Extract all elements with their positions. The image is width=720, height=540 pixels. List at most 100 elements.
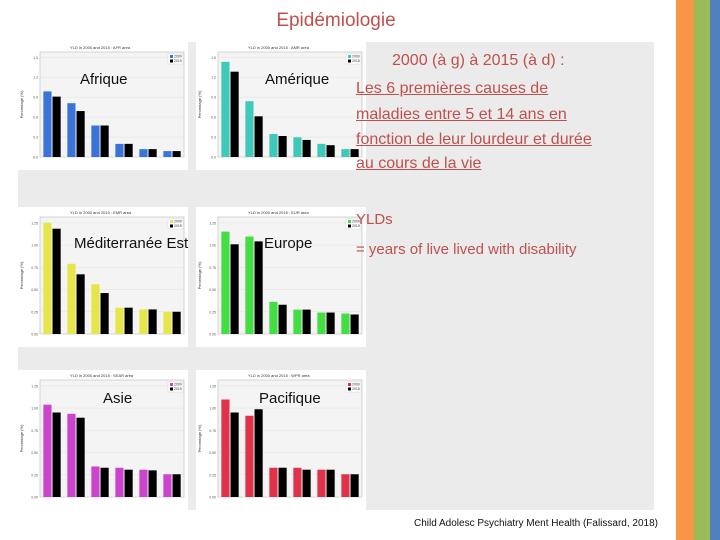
bar [326,312,335,334]
y-tick-label: 0.0 [33,156,38,160]
bar [115,307,124,334]
bar [163,474,172,497]
legend-box [345,381,362,393]
y-tick-label: 1.5 [211,56,216,60]
y-tick-label: 0.50 [209,288,216,292]
description-line-3: fonction de leur lourdeur et durée [356,131,592,148]
y-tick-label: 1.25 [31,221,38,225]
legend-box [167,218,184,230]
bar [67,413,76,497]
bar [172,151,181,157]
plot-area [217,51,363,158]
bar [221,399,230,497]
bar [245,101,254,157]
bar [350,314,359,334]
bar [148,149,157,157]
legend-box [167,381,184,393]
bar [341,149,350,157]
legend-label: 2000 [174,220,182,224]
y-tick-label: 1.2 [33,76,38,80]
bar [100,125,109,157]
y-axis-label: Percentage (%) [19,424,24,452]
y-tick-label: 0.3 [33,136,38,140]
chart-mediterranee-est: YLD in 2000 and 2015 : EMR area Percentag… [18,207,188,347]
bar [245,415,254,497]
chart-amerique: YLD in 2000 and 2015 : AMR area Percentag… [196,42,366,170]
bar [124,469,133,497]
bar [148,309,157,334]
bar [163,151,172,157]
bar [91,125,100,157]
legend-swatch [348,224,351,228]
y-tick-label: 0.50 [31,288,38,292]
bar [302,309,311,334]
bar [245,236,254,334]
bar [52,96,61,157]
bar [139,469,148,497]
chart-title: YLD in 2000 and 2015 : AFR area [70,45,131,50]
bar [115,143,124,157]
bar [91,284,100,334]
bar [76,274,85,334]
bar [350,149,359,157]
chart-title: YLD in 2000 and 2015 : EUR area [248,210,309,215]
y-tick-label: 1.00 [209,244,216,248]
bar [163,311,172,334]
period-heading: 2000 (à g) à 2015 (à d) : [392,52,565,69]
bar [124,143,133,157]
y-tick-label: 0.9 [33,96,38,100]
y-tick-label: 0.50 [31,451,38,455]
y-tick-label: 0.25 [209,310,216,314]
bar [43,404,52,497]
legend-label: 2015 [174,224,182,228]
legend-swatch [170,224,173,228]
citation: Child Adolesc Psychiatry Ment Health (Fa… [414,518,658,529]
bar [302,469,311,497]
yld-title: YLDs [356,211,393,228]
bar [326,469,335,497]
bar [230,412,239,497]
bar [326,145,335,157]
y-axis-label: Percentage (%) [197,424,202,452]
chart-title: YLD in 2000 and 2015 : WPR area [248,373,310,378]
bar [293,467,302,497]
description-line-4: au cours de la vie [356,155,482,172]
region-label-mediterranee-est: Méditerranée Est [74,235,189,252]
y-tick-label: 0.75 [31,266,38,270]
bar [302,139,311,157]
y-tick-label: 0.00 [209,333,216,337]
legend-label: 2015 [352,387,360,391]
bar [254,241,263,334]
y-tick-label: 0.75 [209,429,216,433]
bar [278,467,287,497]
y-tick-label: 0.00 [31,496,38,500]
legend-swatch [348,220,351,223]
y-tick-label: 0.6 [33,116,38,120]
y-tick-label: 0.00 [31,333,38,337]
chart-asie: YLD in 2000 and 2015 : SEAR area Percenta… [18,370,188,510]
bar [341,474,350,497]
bar [91,466,100,497]
blue-stripe [710,0,720,540]
bar [317,143,326,157]
bar [52,412,61,497]
y-tick-label: 0.25 [209,473,216,477]
y-tick-label: 1.2 [211,76,216,80]
y-tick-label: 0.25 [31,310,38,314]
y-tick-label: 0.75 [209,266,216,270]
bar [115,467,124,497]
y-tick-label: 0.00 [209,496,216,500]
plot-area [39,379,185,498]
bar [52,228,61,334]
bar [124,307,133,334]
chart-title: YLD in 2000 and 2015 : AMR area [248,45,310,50]
chart-afrique: YLD in 2000 and 2015 : AFR area Percentag… [18,42,188,170]
y-tick-label: 1.00 [31,244,38,248]
plot-area [39,51,185,158]
bar [230,71,239,157]
bar [43,222,52,334]
description-line-2: maladies entre 5 et 14 ans en [356,106,567,123]
region-label-europe: Europe [264,235,313,252]
region-label-asie: Asie [103,390,133,407]
legend-label: 2000 [352,383,360,387]
